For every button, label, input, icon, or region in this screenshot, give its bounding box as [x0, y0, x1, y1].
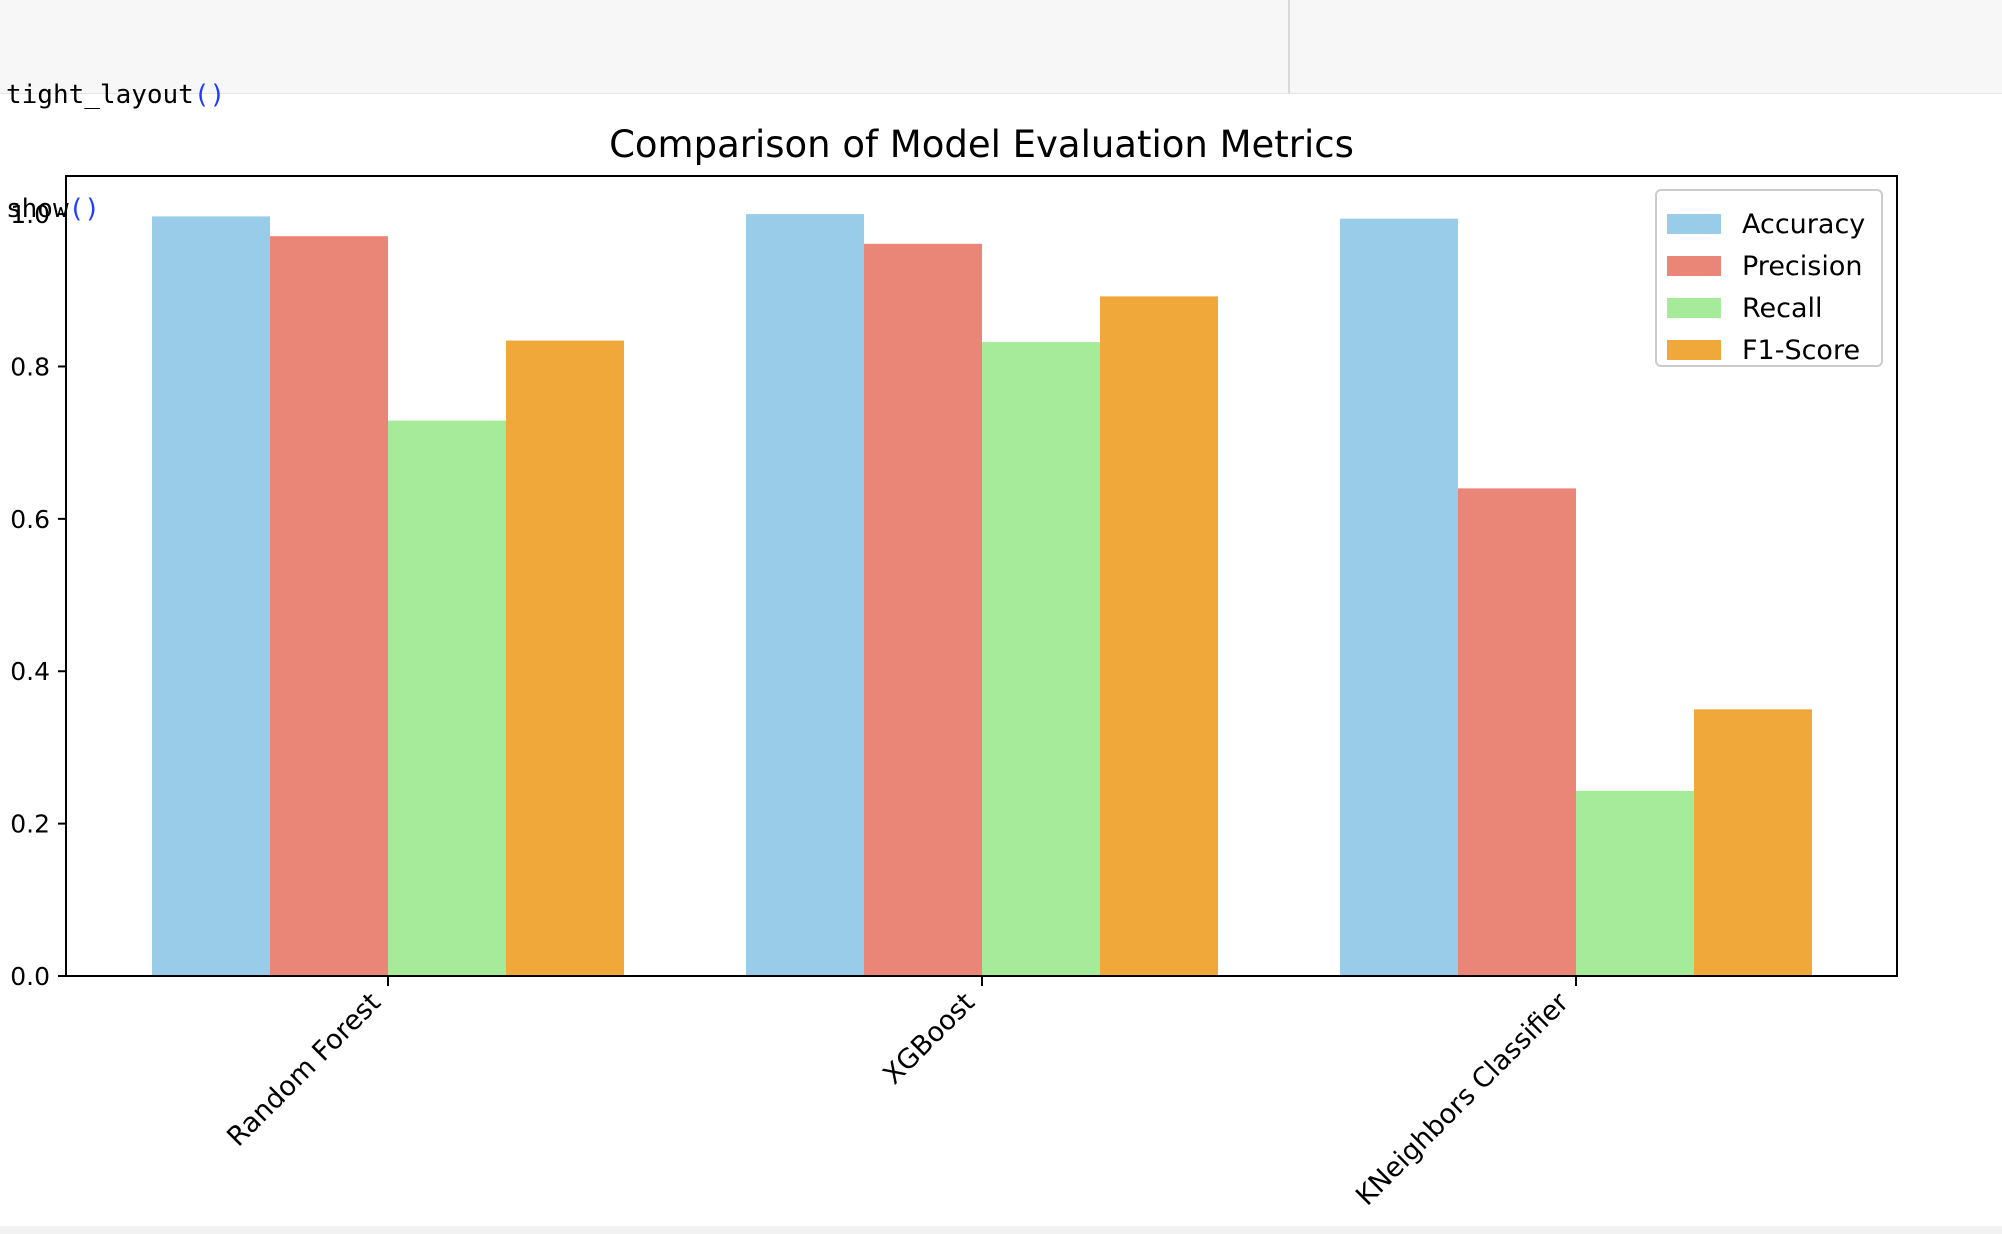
- chart-title: Comparison of Model Evaluation Metrics: [609, 123, 1354, 166]
- code-editor[interactable]: tight_layout() show(): [6, 0, 225, 304]
- code-line-show: show(): [6, 190, 225, 228]
- code-parens: (): [68, 194, 100, 224]
- y-tick-label: 0.4: [10, 657, 50, 686]
- bar-chart: Comparison of Model Evaluation Metrics 0.…: [10, 123, 1898, 1212]
- code-function-name: tight_layout: [6, 80, 194, 110]
- x-tick-label: Random Forest: [221, 987, 387, 1153]
- bar: [270, 236, 388, 976]
- legend-label: Recall: [1742, 293, 1823, 324]
- bar: [982, 342, 1100, 977]
- code-cell[interactable]: tight_layout() show(): [0, 0, 2002, 224]
- cell-divider: [1288, 0, 1290, 93]
- chart-output: Comparison of Model Evaluation Metrics 0.…: [0, 110, 2002, 1234]
- x-tick-label: XGBoost: [877, 987, 981, 1091]
- y-tick-label: 0.8: [10, 352, 50, 381]
- legend-swatch: [1667, 256, 1721, 276]
- bar: [1576, 790, 1694, 976]
- output-bottom-bar: [0, 1226, 2002, 1234]
- bar: [746, 214, 864, 977]
- bar: [506, 340, 624, 976]
- code-function-name: show: [6, 194, 69, 224]
- legend-label: Accuracy: [1742, 209, 1865, 240]
- bar: [1340, 218, 1458, 977]
- legend-swatch: [1667, 340, 1721, 360]
- bar: [864, 243, 982, 977]
- y-tick-label: 0.0: [10, 962, 50, 991]
- bar: [1100, 296, 1218, 976]
- code-parens: (): [193, 80, 226, 110]
- x-tick-label: KNeighbors Classifier: [1350, 986, 1575, 1211]
- legend-label: F1-Score: [1742, 335, 1860, 366]
- bar: [1694, 709, 1812, 976]
- legend-label: Precision: [1742, 251, 1862, 282]
- bar: [152, 216, 270, 976]
- y-tick-label: 1.0: [10, 200, 50, 229]
- legend-swatch: [1667, 214, 1721, 234]
- y-tick-label: 0.2: [10, 810, 50, 839]
- legend-swatch: [1667, 298, 1721, 318]
- bar: [1458, 488, 1576, 976]
- code-line-tight-layout: tight_layout(): [6, 76, 225, 114]
- bar: [388, 420, 506, 977]
- y-tick-label: 0.6: [10, 505, 50, 534]
